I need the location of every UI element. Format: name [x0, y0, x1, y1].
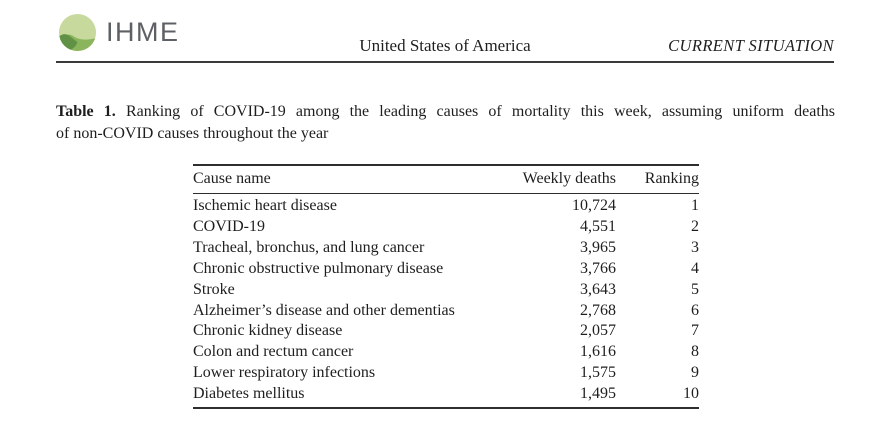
cause-cell: Chronic kidney disease: [193, 322, 343, 340]
ranking-cell: 3: [691, 238, 699, 256]
ihme-globe-icon: [58, 13, 97, 52]
deaths-cell: 1,495: [580, 385, 616, 403]
table-row: Ischemic heart disease 10,724 1: [193, 194, 699, 217]
table-row: Colon and rectum cancer 1,616 8: [193, 342, 699, 363]
deaths-cell: 4,551: [580, 217, 616, 235]
ranking-cell: 5: [691, 280, 699, 298]
cause-cell: COVID-19: [193, 217, 265, 235]
table-row: Chronic kidney disease 2,057 7: [193, 321, 699, 342]
ihme-logo: IHME: [58, 13, 180, 52]
caption-line1-text: Ranking of COVID-19 among the leading ca…: [125, 103, 836, 120]
ranking-cell: 7: [691, 322, 699, 340]
column-header-weekly-deaths: Weekly deaths: [522, 170, 616, 187]
table-row: COVID-19 4,551 2: [193, 217, 699, 238]
table-row: Lower respiratory infections 1,575 9: [193, 363, 699, 384]
column-header-ranking: Ranking: [644, 170, 699, 187]
mortality-ranking-table: Cause name Weekly deaths Ranking Ischemi…: [193, 164, 699, 410]
country-title: United States of America: [359, 36, 531, 55]
deaths-cell: 2,768: [580, 301, 616, 319]
section-title: CURRENT SITUATION: [668, 36, 834, 55]
deaths-cell: 3,766: [580, 259, 616, 277]
caption-line2: of non-COVID causes throughout the year: [56, 125, 329, 142]
ranking-cell: 8: [691, 343, 699, 361]
ranking-cell: 2: [691, 217, 699, 235]
deaths-cell: 2,057: [580, 322, 616, 340]
ranking-cell: 4: [691, 259, 699, 277]
cause-cell: Lower respiratory infections: [193, 364, 376, 382]
table-row: Alzheimer’s disease and other dementias …: [193, 301, 699, 322]
table-row: Stroke 3,643 5: [193, 280, 699, 301]
deaths-cell: 10,724: [572, 197, 616, 214]
table-row: Tracheal, bronchus, and lung cancer 3,96…: [193, 238, 699, 259]
ranking-cell: 6: [691, 301, 699, 319]
cause-cell: Stroke: [193, 280, 235, 298]
ranking-cell: 9: [691, 364, 699, 382]
ihme-logo-text: IHME: [106, 17, 180, 47]
cause-cell: Tracheal, bronchus, and lung cancer: [193, 238, 425, 256]
report-header: IHME United States of America CURRENT SI…: [56, 0, 834, 63]
table-row: Chronic obstructive pulmonary disease 3,…: [193, 259, 699, 280]
ranking-cell: 10: [683, 385, 699, 403]
deaths-cell: 3,643: [580, 280, 616, 298]
table-caption: Table 1. Ranking of COVID-19 among the l…: [56, 101, 835, 145]
cause-cell: Colon and rectum cancer: [193, 343, 354, 361]
table-body: Ischemic heart disease 10,724 1 COVID-19…: [193, 194, 699, 409]
cause-cell: Chronic obstructive pulmonary disease: [193, 259, 444, 277]
table-header: Cause name Weekly deaths Ranking: [193, 165, 699, 194]
column-header-cause: Cause name: [193, 170, 271, 187]
caption-label: Table 1.: [56, 103, 116, 120]
deaths-cell: 1,616: [580, 343, 616, 361]
table-row: Diabetes mellitus 1,495 10: [193, 384, 699, 408]
deaths-cell: 3,965: [580, 238, 616, 256]
cause-cell: Diabetes mellitus: [193, 385, 305, 403]
caption-line1: Table 1. Ranking of COVID-19 among the l…: [56, 101, 835, 123]
deaths-cell: 1,575: [580, 364, 616, 382]
cause-cell: Alzheimer’s disease and other dementias: [193, 301, 455, 319]
cause-cell: Ischemic heart disease: [193, 197, 337, 214]
ranking-cell: 1: [691, 197, 699, 214]
table-header-row: Cause name Weekly deaths Ranking: [193, 165, 699, 194]
